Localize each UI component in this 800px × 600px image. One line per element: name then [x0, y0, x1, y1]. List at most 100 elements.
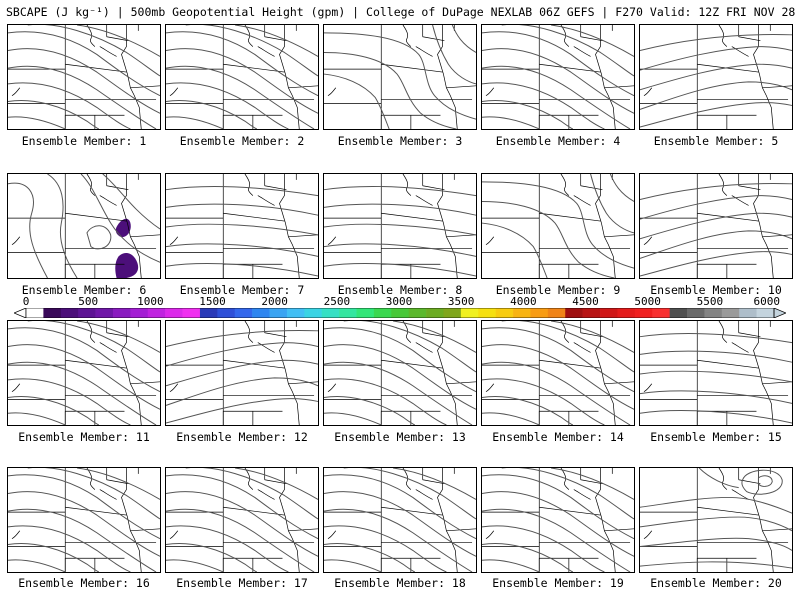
- height-contour: [482, 559, 540, 572]
- colorbar-segment: [513, 308, 531, 318]
- state-border: [65, 359, 127, 369]
- colorbar-segment: [373, 308, 392, 318]
- state-border: [437, 468, 458, 572]
- height-contour: [551, 25, 634, 57]
- height-contour: [77, 25, 160, 57]
- state-border: [446, 528, 476, 532]
- state-border: [257, 342, 275, 353]
- colorbar-segment: [199, 308, 218, 318]
- colorbar-segment: [78, 308, 96, 318]
- state-border: [106, 332, 129, 338]
- colorbar-segment: [321, 308, 340, 318]
- height-contour: [609, 174, 634, 202]
- ensemble-map-panel: [165, 173, 319, 279]
- height-contour: [8, 31, 160, 97]
- map-plot: [8, 25, 160, 129]
- height-contour: [166, 508, 315, 572]
- state-border: [485, 530, 495, 539]
- colorbar-segment: [60, 308, 79, 318]
- height-contour: [166, 543, 258, 572]
- height-contour: [8, 508, 157, 572]
- state-border: [762, 234, 792, 238]
- state-border: [264, 332, 287, 338]
- colorbar-segment: [165, 308, 183, 318]
- state-border: [753, 321, 774, 425]
- state-border: [169, 530, 179, 539]
- height-contour: [482, 181, 634, 269]
- colorbar-tick-label: 6000: [753, 295, 780, 308]
- state-border: [99, 195, 117, 206]
- colorbar-max-arrow: [773, 308, 786, 318]
- state-border: [560, 321, 570, 343]
- state-border: [381, 506, 443, 516]
- state-border: [762, 381, 792, 385]
- height-contour: [640, 332, 792, 344]
- height-contour: [640, 370, 792, 383]
- height-contour: [8, 82, 131, 129]
- height-contour: [482, 525, 605, 572]
- state-border: [718, 468, 728, 490]
- ensemble-member-label: Ensemble Member: 10: [650, 283, 782, 297]
- colorbar-segment: [112, 308, 131, 318]
- state-border: [731, 46, 749, 57]
- height-contour: [47, 174, 78, 278]
- colorbar-segment: [530, 308, 549, 318]
- map-plot: [166, 468, 318, 572]
- height-contour: [640, 46, 792, 71]
- colorbar-min-arrow: [14, 308, 27, 318]
- height-contour: [324, 474, 476, 540]
- colorbar-segment: [634, 308, 653, 318]
- map-plot: [640, 321, 792, 425]
- colorbar-segment: [408, 308, 427, 318]
- ensemble-map-panel: [639, 24, 793, 130]
- height-contour: [324, 51, 457, 129]
- height-contour: [166, 243, 318, 257]
- state-border: [422, 185, 445, 191]
- height-contour: [741, 469, 783, 495]
- height-contour: [640, 350, 792, 363]
- state-border: [697, 212, 759, 222]
- height-contour: [324, 185, 476, 197]
- cape-fill-region: [115, 218, 131, 238]
- state-border: [288, 85, 318, 89]
- state-border: [539, 212, 601, 222]
- state-border: [279, 174, 300, 278]
- ensemble-member-label: Ensemble Member: 3: [337, 134, 463, 148]
- map-plot: [482, 468, 634, 572]
- height-contour: [482, 200, 615, 278]
- colorbar-segment: [286, 308, 305, 318]
- ensemble-member-label: Ensemble Member: 2: [179, 134, 305, 148]
- height-contour: [324, 396, 416, 425]
- ensemble-member-label: Ensemble Member: 9: [495, 283, 621, 297]
- state-border: [130, 528, 160, 532]
- height-contour: [235, 468, 318, 500]
- map-plot: [640, 174, 792, 278]
- height-contour: [324, 223, 476, 236]
- ensemble-member-label: Ensemble Member: 12: [176, 430, 308, 444]
- colorbar-segment: [704, 308, 723, 318]
- state-border: [223, 212, 285, 222]
- state-border: [223, 506, 285, 516]
- height-contour: [166, 330, 318, 347]
- state-border: [223, 359, 285, 369]
- ensemble-map-panel: [323, 467, 477, 573]
- colorbar-tick-label: 3000: [385, 295, 413, 308]
- height-contour: [166, 398, 318, 424]
- state-border: [697, 506, 759, 516]
- state-border: [11, 383, 21, 392]
- state-border: [731, 195, 749, 206]
- height-contour: [8, 474, 160, 540]
- colorbar-tick-label: 5000: [634, 295, 661, 308]
- state-border: [437, 25, 458, 129]
- map-plot: [324, 25, 476, 129]
- state-border: [643, 383, 653, 392]
- state-border: [288, 381, 318, 385]
- height-contour: [590, 174, 634, 234]
- height-contour: [324, 525, 447, 572]
- state-border: [580, 185, 603, 191]
- height-contour: [482, 48, 634, 114]
- state-border: [130, 85, 160, 89]
- height-contour: [185, 468, 318, 520]
- state-border: [573, 342, 591, 353]
- state-border: [288, 234, 318, 238]
